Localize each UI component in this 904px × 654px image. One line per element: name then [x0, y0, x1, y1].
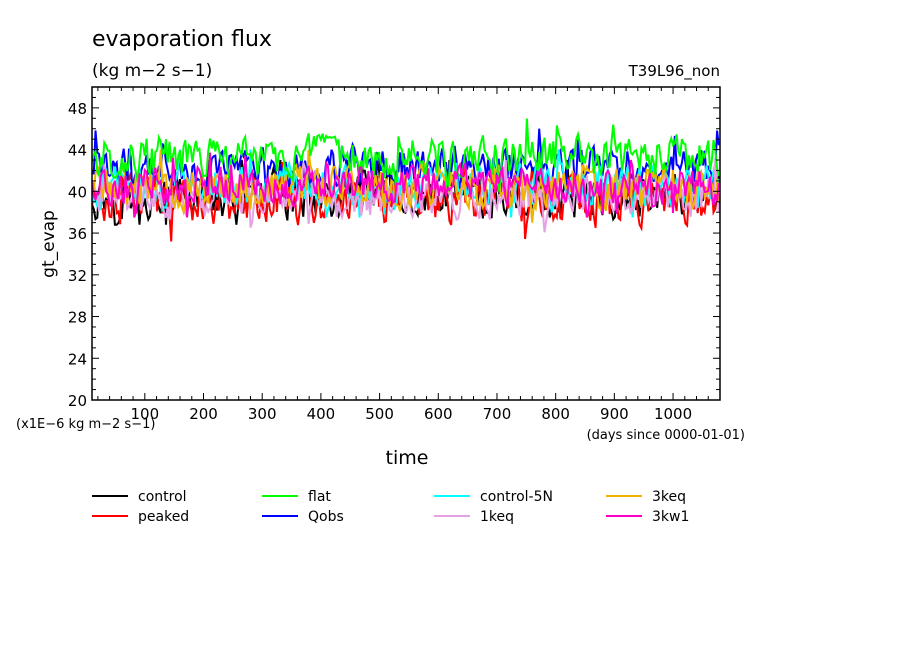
x-tick-label: 200 — [189, 405, 218, 423]
x-tick-label: 600 — [424, 405, 453, 423]
y-tick-label: 32 — [68, 267, 87, 285]
x-tick-label: 300 — [248, 405, 277, 423]
series-line-3kw1 — [92, 152, 720, 218]
x-axis-label: time — [386, 447, 429, 469]
y-tick-label: 36 — [68, 225, 87, 243]
chart-units: (kg m−2 s−1) — [92, 61, 212, 81]
legend-item-Qobs: Qobs — [262, 509, 344, 525]
legend-item-peaked: peaked — [92, 509, 189, 525]
y-tick-label: 24 — [68, 350, 87, 368]
legend-item-control-5N: control-5N — [434, 489, 553, 505]
legend-item-flat: flat — [262, 489, 331, 505]
legend-label: 1keq — [480, 509, 514, 525]
legend-label: Qobs — [308, 509, 344, 525]
legend-label: control — [138, 489, 187, 505]
x-tick-label: 500 — [365, 405, 394, 423]
plot-frame — [91, 86, 721, 401]
legend-item-control: control — [92, 489, 187, 505]
legend: control peaked flat Qobs control-5N 1keq 3keq 3… — [92, 489, 689, 525]
y-tick-label: 28 — [68, 309, 87, 327]
run-label: T39L96_non — [628, 62, 720, 81]
x-tick-label: 1000 — [654, 405, 692, 423]
x-tick-label: 800 — [541, 405, 570, 423]
legend-item-3kw1: 3kw1 — [606, 509, 689, 525]
legend-item-3keq: 3keq — [606, 489, 686, 505]
y-tick-label: 40 — [68, 183, 87, 201]
series-line-flat — [92, 118, 720, 192]
axes-layer: 20 24 28 32 36 40 44 48 100 200 300 400 500 600 700 800… — [68, 87, 720, 423]
y-multiplier-label: (x1E−6 kg m−2 s−1) — [16, 417, 155, 432]
legend-label: peaked — [138, 509, 189, 525]
y-tick-label: 48 — [68, 100, 87, 118]
y-tick-label: 20 — [68, 392, 87, 410]
legend-label: 3keq — [652, 489, 686, 505]
legend-label: 3kw1 — [652, 509, 689, 525]
y-tick-label: 44 — [68, 142, 87, 160]
series-layer — [92, 118, 720, 242]
legend-label: flat — [308, 489, 331, 505]
x-tick-label: 100 — [131, 405, 160, 423]
legend-label: control-5N — [480, 489, 553, 505]
x-tick-label: 700 — [483, 405, 512, 423]
x-tick-label: 400 — [307, 405, 336, 423]
y-axis-label: gt_evap — [39, 210, 59, 278]
legend-item-1keq: 1keq — [434, 509, 514, 525]
x-tick-label: 900 — [600, 405, 629, 423]
x-units-label: (days since 0000-01-01) — [587, 428, 745, 443]
chart-title: evaporation flux — [92, 27, 272, 52]
